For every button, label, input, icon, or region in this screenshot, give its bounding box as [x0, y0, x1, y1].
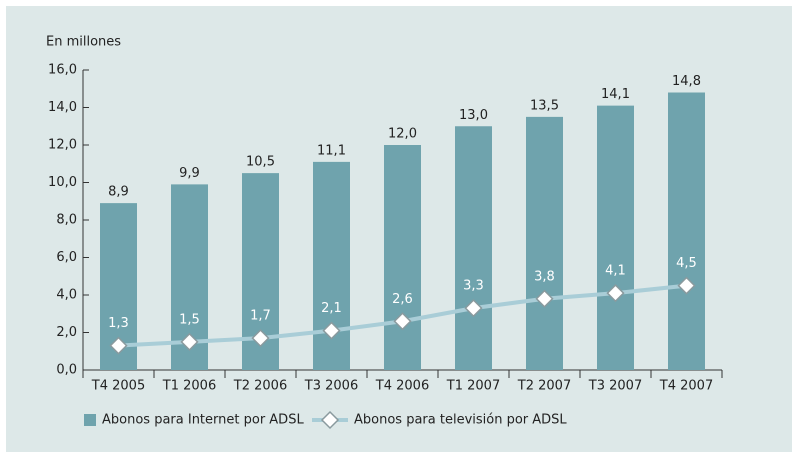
bar-value-label: 12,0 — [388, 127, 417, 142]
marker — [677, 276, 696, 295]
line-value-label: 3,8 — [534, 269, 555, 284]
bar-value-label: 13,0 — [459, 108, 488, 123]
marker — [322, 321, 341, 340]
x-tick-label: T2 2006 — [233, 379, 287, 394]
legend-marker — [320, 410, 340, 430]
bar — [455, 126, 492, 370]
bar-value-label: 9,9 — [179, 166, 200, 181]
line-value-label: 3,3 — [463, 279, 484, 294]
bar — [597, 105, 634, 370]
marker — [606, 284, 625, 303]
marker — [393, 312, 412, 331]
y-tick-label: 6,0 — [56, 250, 77, 265]
x-tick-label: T3 2007 — [588, 379, 642, 394]
y-tick-label: 14,0 — [48, 100, 77, 115]
legend-label: Abonos para Internet por ADSL — [102, 413, 304, 428]
bar — [526, 116, 563, 370]
y-tick-label: 2,0 — [56, 325, 77, 340]
y-tick-label: 8,0 — [56, 213, 77, 228]
marker — [180, 332, 199, 351]
y-tick-label: 4,0 — [56, 288, 77, 303]
bar-value-label: 10,5 — [246, 155, 275, 170]
bar-value-label: 13,5 — [530, 98, 559, 113]
y-tick-label: 12,0 — [48, 138, 77, 153]
bar-value-label: 8,9 — [108, 185, 129, 200]
y-axis-label: En millones — [46, 35, 121, 50]
line-value-label: 4,5 — [676, 256, 697, 271]
y-tick-label: 10,0 — [48, 175, 77, 190]
y-tick-label: 0,0 — [56, 363, 77, 378]
legend-label: Abonos para televisión por ADSL — [354, 413, 567, 428]
line-value-label: 2,1 — [321, 301, 342, 316]
marker — [251, 329, 270, 348]
marker — [464, 299, 483, 318]
bar — [668, 92, 705, 370]
x-tick-label: T4 2007 — [659, 379, 713, 394]
x-tick-label: T1 2006 — [162, 379, 216, 394]
marker — [535, 289, 554, 308]
x-tick-label: T1 2007 — [446, 379, 500, 394]
bar — [384, 145, 421, 370]
x-tick-label: T4 2006 — [375, 379, 429, 394]
legend-swatch — [84, 414, 96, 426]
line-value-label: 1,5 — [179, 312, 200, 327]
bar-value-label: 14,8 — [672, 74, 701, 89]
marker — [109, 336, 128, 355]
x-tick-label: T2 2007 — [517, 379, 571, 394]
line-value-label: 4,1 — [605, 264, 626, 279]
bar-value-label: 14,1 — [601, 87, 630, 102]
line-value-label: 2,6 — [392, 292, 413, 307]
y-tick-label: 16,0 — [48, 63, 77, 78]
x-tick-label: T3 2006 — [304, 379, 358, 394]
line-value-label: 1,3 — [108, 316, 129, 331]
bar-value-label: 11,1 — [317, 143, 346, 158]
x-tick-label: T4 2005 — [91, 379, 145, 394]
line-value-label: 1,7 — [250, 309, 271, 324]
